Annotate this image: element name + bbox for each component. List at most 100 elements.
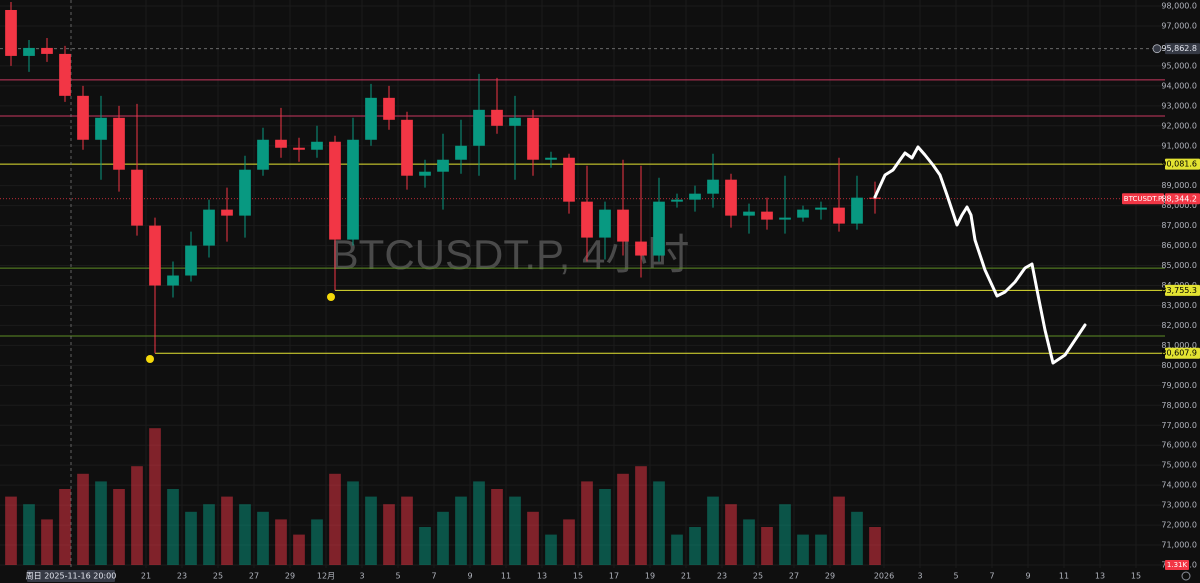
volume-bar	[815, 534, 827, 565]
x-tick-label: 17	[609, 572, 619, 581]
candle-body	[167, 275, 179, 286]
x-tick-label: 29	[285, 572, 295, 581]
candle-body	[131, 169, 143, 226]
x-tick-label: 11	[1059, 572, 1069, 581]
x-tick-label: 15	[1131, 572, 1141, 581]
candle-body	[527, 117, 539, 160]
volume-bar	[743, 519, 755, 565]
crosshair-x-label: 周日 2025-11-16 20:00	[26, 572, 117, 581]
candle-body	[77, 95, 89, 140]
y-tick-label: 95,000.0	[1161, 61, 1197, 70]
candle-body	[311, 141, 323, 150]
volume-bar	[581, 481, 593, 565]
volume-bar	[5, 496, 17, 565]
candle-body	[95, 117, 107, 140]
candle-body	[401, 119, 413, 176]
crosshair-y-badge	[1165, 43, 1200, 55]
volume-bar	[167, 489, 179, 565]
y-tick-label: 91,000.0	[1161, 141, 1197, 150]
volume-bar	[653, 481, 665, 565]
volume-bar	[455, 496, 467, 565]
candle-body	[23, 47, 35, 56]
volume-bar	[725, 504, 737, 565]
levels	[0, 0, 1165, 568]
volume-bar	[59, 489, 71, 565]
volume-bar	[347, 481, 359, 565]
y-tick-label: 73,000.0	[1161, 501, 1197, 510]
volume-bar	[563, 519, 575, 565]
level-label: 80,607.9	[1161, 349, 1197, 358]
y-tick-label: 74,000.0	[1161, 481, 1197, 490]
x-tick-label: 13	[1095, 572, 1105, 581]
y-tick-label: 71,000.0	[1161, 541, 1197, 550]
candle-body	[599, 209, 611, 238]
y-tick-label: 86,000.0	[1161, 241, 1197, 250]
y-tick-label: 94,000.0	[1161, 81, 1197, 90]
volume-bar	[365, 496, 377, 565]
alert-marker	[146, 355, 154, 363]
y-tick-label: 76,000.0	[1161, 441, 1197, 450]
x-tick-label: 21	[141, 572, 151, 581]
candle-body	[779, 217, 791, 220]
x-tick-label: 15	[573, 572, 583, 581]
y-tick-label: 87,000.0	[1161, 221, 1197, 230]
axes: 98,000.0 97,000.0 95,000.0 94,000.0 93,000.0…	[26, 2, 1200, 582]
volume-bar	[527, 511, 539, 565]
volume-bar	[617, 473, 629, 565]
level-badge	[1165, 158, 1200, 170]
x-tick-label: 12月	[317, 572, 335, 581]
candle-body	[5, 9, 17, 56]
candle-body	[761, 211, 773, 220]
y-tick-label: 77,000.0	[1161, 421, 1197, 430]
volume-bar	[779, 504, 791, 565]
candle-body	[617, 209, 629, 242]
candle-body	[797, 209, 809, 218]
x-tick-label: 27	[249, 572, 259, 581]
volume-bar	[131, 466, 143, 565]
x-tick-label: 25	[213, 572, 223, 581]
last-price-label: 88,344.2	[1161, 194, 1197, 203]
candle-body	[509, 117, 521, 126]
candle-body	[689, 193, 701, 200]
level-label: 90,081.6	[1161, 160, 1197, 169]
y-tick-label: 80,000.0	[1161, 361, 1197, 370]
candle-body	[671, 199, 683, 202]
volume-bar	[797, 534, 809, 565]
level-label: 83,755.3	[1161, 286, 1197, 295]
x-tick-label: 19	[645, 572, 655, 581]
y-tick-label: 88,000.0	[1161, 201, 1197, 210]
x-tick-label: 29	[825, 572, 835, 581]
last-price-name: BTCUSDT.P	[1124, 195, 1162, 203]
candle-body	[437, 159, 449, 172]
volume-bar	[851, 511, 863, 565]
candle-body	[491, 109, 503, 126]
y-tick-label: 72,000.0	[1161, 521, 1197, 530]
volume-bar	[293, 534, 305, 565]
last-price-badge	[1165, 193, 1200, 205]
x-tick-label: 5	[395, 572, 400, 581]
settings-icon[interactable]	[1181, 571, 1191, 581]
candle-body	[653, 201, 665, 256]
candle-body	[815, 207, 827, 210]
x-tick-label: 23	[177, 572, 187, 581]
candle-body	[563, 157, 575, 202]
volume-bar	[599, 489, 611, 565]
candle-body	[347, 139, 359, 240]
x-tick-label: 9	[1025, 572, 1030, 581]
volume-pane	[5, 428, 881, 565]
candle-body	[149, 225, 161, 286]
level-badge	[1165, 284, 1200, 296]
y-tick-label: 97,000.0	[1161, 21, 1197, 30]
candle-body	[833, 207, 845, 224]
x-tick-label: 9	[467, 572, 472, 581]
volume-bar	[707, 496, 719, 565]
candle-body	[329, 141, 341, 240]
candle-body	[581, 201, 593, 238]
candle-body	[365, 97, 377, 140]
volume-bar	[257, 511, 269, 565]
volume-bar	[149, 428, 161, 565]
candle-body	[419, 171, 431, 176]
x-tick-label: 25	[753, 572, 763, 581]
crosshair-x-badge	[27, 570, 115, 582]
